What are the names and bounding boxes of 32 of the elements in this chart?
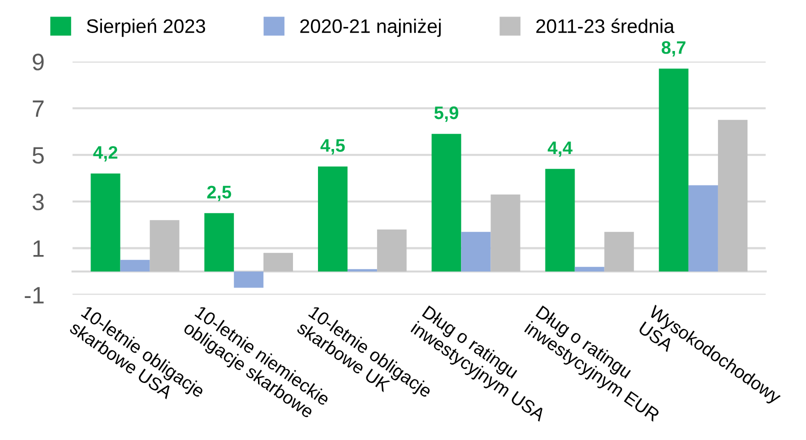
bar [204,213,234,272]
y-tick-label: 1 [33,240,44,257]
bar [263,252,293,272]
bar [432,134,462,272]
data-label: 4,2 [93,146,118,162]
bar [150,220,180,272]
legend-label: 2020-21 najniżej [300,18,441,37]
bar [90,174,120,272]
bar [490,194,520,272]
bar [234,271,264,288]
y-tick-label: 9 [32,54,44,70]
y-tick-label: 5 [32,147,44,164]
bar [658,68,688,272]
bar [120,260,150,272]
bar [604,232,634,272]
bar [377,230,407,272]
data-label: 2,5 [207,186,232,202]
bar [718,120,748,272]
bar [318,166,348,272]
y-tick-label: -1 [24,287,44,304]
bar [461,232,491,272]
legend-label: Sierpień 2023 [86,18,206,37]
data-label: 5,9 [434,106,458,122]
data-label: 4,4 [548,142,572,157]
bar [545,168,575,272]
y-tick-label: 3 [32,194,44,210]
bar [688,185,718,272]
data-label: 8,7 [662,41,686,57]
bar [574,266,604,272]
legend-label: 2011-23 średnia [536,18,674,34]
data-label: 4,5 [320,139,345,154]
y-tick-label: 7 [32,100,44,117]
